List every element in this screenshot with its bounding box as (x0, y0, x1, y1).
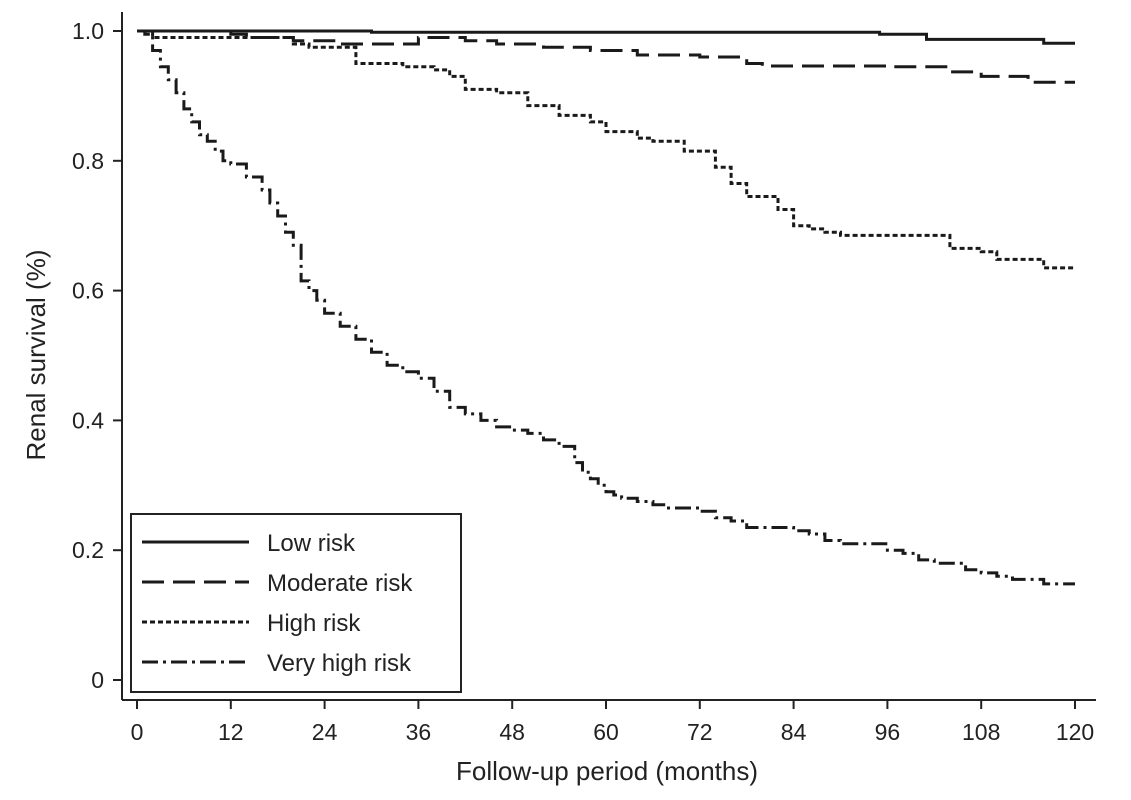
series-line-high-risk (137, 29, 1075, 270)
legend-label: High risk (267, 610, 361, 637)
y-tick-label: 0.4 (72, 407, 104, 433)
y-tick-label: 1.0 (72, 18, 104, 44)
y-tick-label: 0.2 (72, 537, 104, 563)
y-tick-label: 0.8 (72, 148, 104, 174)
y-axis-title: Renal survival (%) (21, 250, 51, 461)
x-tick-label: 48 (499, 719, 525, 745)
x-tick-label: 60 (593, 719, 619, 745)
series-line-low-risk (137, 29, 1075, 45)
x-axis-title: Follow-up period (months) (456, 756, 758, 786)
x-tick-label: 108 (962, 719, 1000, 745)
x-tick-label: 84 (781, 719, 807, 745)
series-line-moderate-risk (137, 29, 1075, 84)
legend-label: Moderate risk (267, 570, 413, 597)
x-tick-label: 36 (406, 719, 432, 745)
y-tick-label: 0 (91, 667, 104, 693)
x-tick-label: 24 (312, 719, 338, 745)
x-tick-label: 12 (218, 719, 244, 745)
legend-label: Low risk (267, 530, 356, 557)
legend: Low risk Moderate risk High risk Very high … (130, 513, 462, 693)
series-layer (137, 29, 1075, 586)
y-tick-label: 0.6 (72, 278, 104, 304)
legend-label: Very high risk (267, 650, 412, 677)
axes: 0 12 24 36 48 60 72 84 96 108 120 0 0.2 0.4 0.6 0.8 1.0 (72, 12, 1096, 745)
x-tick-label: 96 (875, 719, 901, 745)
x-tick-label: 0 (131, 719, 144, 745)
series-line-very-high-risk (137, 29, 1075, 586)
x-tick-label: 120 (1056, 719, 1094, 745)
x-tick-label: 72 (687, 719, 713, 745)
